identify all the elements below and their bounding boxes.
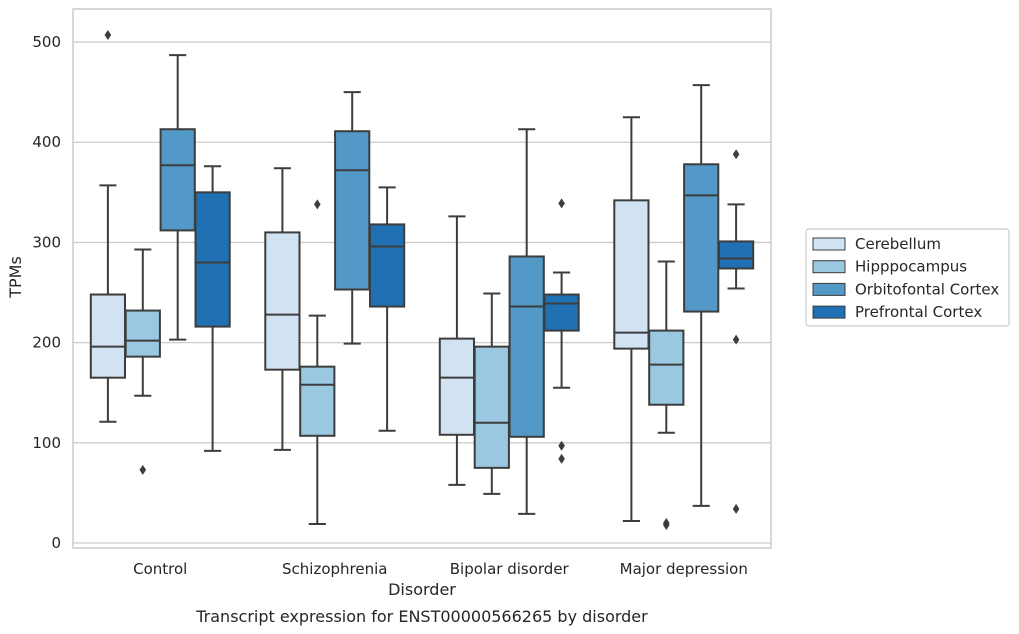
- box-element: [683, 84, 720, 507]
- legend-entry-label: Cerebellum: [855, 235, 941, 253]
- box-series: [159, 54, 720, 515]
- box-element: [438, 215, 476, 486]
- box-element: [508, 128, 545, 515]
- interquartile-box: [264, 231, 301, 371]
- box-element: [264, 167, 301, 451]
- interquartile-box: [368, 223, 406, 308]
- y-tick-label: 400: [32, 133, 61, 151]
- box-series: [89, 30, 650, 522]
- box-series: [194, 149, 755, 514]
- y-axis-label: TPMs: [6, 256, 25, 299]
- outlier-marker: [558, 453, 565, 464]
- box-element: [613, 116, 650, 522]
- interquartile-box: [648, 329, 685, 406]
- interquartile-box: [89, 293, 127, 379]
- legend-entry-label: Prefrontal Cortex: [855, 303, 982, 321]
- box-element: [194, 165, 231, 452]
- box-element: [543, 198, 580, 464]
- outlier-marker: [732, 149, 740, 160]
- box-element: [648, 260, 685, 530]
- legend-entry-label: Orbitofontal Cortex: [855, 280, 999, 298]
- outlier-marker: [139, 464, 147, 475]
- interquartile-box: [159, 128, 196, 232]
- x-tick-label: Schizophrenia: [282, 560, 387, 578]
- interquartile-box: [299, 365, 336, 437]
- y-tick-label: 500: [32, 33, 61, 51]
- box-series: [124, 199, 685, 530]
- outlier-marker: [732, 503, 740, 514]
- legend-swatch: [812, 305, 846, 319]
- y-tick-label: 300: [32, 233, 61, 251]
- box-series-group: [89, 30, 755, 530]
- box-element: [368, 186, 406, 432]
- legend: Cerebellum Hipppocampus Orbitofontal Corte…: [805, 228, 1010, 327]
- interquartile-box: [334, 130, 371, 291]
- interquartile-box: [194, 191, 231, 328]
- box-element: [473, 292, 510, 495]
- outlier-marker: [558, 440, 565, 451]
- box-element: [334, 91, 371, 345]
- x-tick-label: Major depression: [620, 560, 748, 578]
- y-gridlines: [73, 41, 771, 544]
- box-element: [299, 199, 336, 525]
- box-element: [89, 30, 127, 423]
- interquartile-box: [543, 293, 580, 332]
- outlier-marker: [558, 198, 565, 209]
- legend-entry-label: Hipppocampus: [855, 258, 967, 276]
- x-axis-tick-labels: Control Schizophrenia Bipolar disorder Majo…: [133, 560, 748, 578]
- y-tick-label: 100: [32, 434, 61, 452]
- legend-swatch: [812, 282, 846, 296]
- interquartile-box: [613, 199, 650, 350]
- box-element: [159, 54, 196, 341]
- x-tick-label: Bipolar disorder: [450, 560, 570, 578]
- interquartile-box: [438, 337, 476, 436]
- legend-swatch: [812, 237, 846, 251]
- outlier-marker: [663, 519, 670, 530]
- y-tick-label: 200: [32, 334, 61, 352]
- plot-area-frame: [72, 8, 772, 549]
- box-element: [124, 248, 161, 475]
- box-element: [717, 149, 755, 514]
- interquartile-box: [717, 240, 755, 270]
- interquartile-box: [473, 345, 510, 469]
- y-tick-label: 0: [51, 534, 61, 552]
- x-axis-label: Disorder: [388, 580, 456, 599]
- outlier-marker: [104, 30, 112, 41]
- interquartile-box: [683, 163, 720, 313]
- outlier-marker: [732, 334, 740, 345]
- interquartile-box: [508, 255, 545, 438]
- y-axis-tick-labels: 0 100 200 300 400 500: [32, 33, 61, 552]
- legend-swatch: [812, 260, 846, 274]
- interquartile-box: [124, 309, 161, 358]
- x-tick-label: Control: [133, 560, 187, 578]
- chart-caption: Transcript expression for ENST0000056626…: [195, 607, 648, 626]
- legend-frame: [805, 228, 1010, 327]
- outlier-marker: [314, 199, 321, 210]
